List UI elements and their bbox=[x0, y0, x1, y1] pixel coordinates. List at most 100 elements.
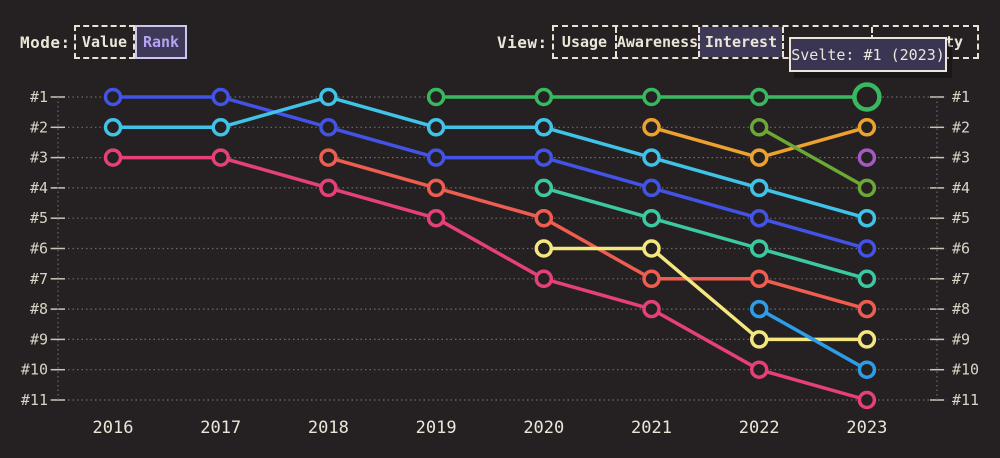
rank-label-left: #10 bbox=[21, 361, 48, 379]
year-label: 2020 bbox=[523, 418, 564, 438]
rank-label-right: #1 bbox=[952, 88, 970, 106]
rank-label-right: #8 bbox=[952, 300, 970, 318]
year-label: 2017 bbox=[200, 418, 241, 438]
data-point-cyan[interactable] bbox=[749, 178, 769, 198]
data-point-salmon[interactable] bbox=[642, 269, 661, 289]
series-line-royal-blue bbox=[111, 95, 869, 251]
data-point-svelte[interactable] bbox=[749, 87, 769, 107]
rank-label-right: #11 bbox=[952, 391, 979, 409]
rank-label-left: #9 bbox=[30, 330, 48, 348]
data-point-pink[interactable] bbox=[211, 148, 230, 167]
rank-label-right: #3 bbox=[952, 149, 970, 167]
data-point-royal-blue[interactable] bbox=[642, 178, 661, 198]
data-point-cyan[interactable] bbox=[211, 118, 230, 137]
rank-label-right: #7 bbox=[952, 270, 970, 288]
year-label: 2018 bbox=[308, 418, 349, 438]
data-point-yellow[interactable] bbox=[534, 239, 554, 258]
data-point-royal-blue[interactable] bbox=[857, 239, 877, 258]
tooltip: Svelte: #1 (2023) bbox=[789, 37, 947, 72]
data-point-orange[interactable] bbox=[857, 118, 877, 137]
year-label: 2016 bbox=[93, 418, 134, 438]
rank-label-left: #6 bbox=[30, 240, 48, 258]
data-point-pink[interactable] bbox=[534, 269, 554, 289]
rank-label-left: #11 bbox=[21, 391, 48, 409]
data-point-salmon[interactable] bbox=[749, 269, 769, 289]
rank-label-left: #2 bbox=[30, 118, 48, 136]
rank-label-left: #7 bbox=[30, 270, 48, 288]
year-label: 2019 bbox=[416, 418, 457, 438]
rank-label-right: #9 bbox=[952, 330, 970, 348]
data-point-teal[interactable] bbox=[749, 239, 769, 258]
data-point-olive-green[interactable] bbox=[749, 118, 769, 137]
data-point-orange[interactable] bbox=[642, 118, 661, 137]
rank-label-left: #1 bbox=[30, 88, 48, 106]
series-line-cyan bbox=[111, 95, 869, 220]
data-point-royal-blue[interactable] bbox=[319, 118, 338, 137]
series-line-sky-blue bbox=[757, 307, 869, 372]
data-point-royal-blue[interactable] bbox=[534, 148, 554, 167]
data-point-cyan[interactable] bbox=[103, 118, 123, 137]
rank-label-right: #4 bbox=[952, 179, 970, 197]
rank-label-left: #5 bbox=[30, 209, 48, 227]
data-point-pink[interactable] bbox=[857, 390, 877, 410]
data-point-pink[interactable] bbox=[642, 299, 661, 319]
year-label: 2023 bbox=[846, 418, 887, 438]
tooltip-text: Svelte: #1 (2023) bbox=[791, 45, 945, 64]
data-point-pink[interactable] bbox=[749, 360, 769, 379]
data-point-salmon[interactable] bbox=[857, 299, 877, 319]
rank-label-left: #4 bbox=[30, 179, 48, 197]
view-option-interest[interactable]: Interest bbox=[698, 27, 782, 57]
rank-label-right: #2 bbox=[952, 118, 970, 136]
series-line-olive-green bbox=[757, 125, 869, 190]
rank-label-right: #10 bbox=[952, 361, 979, 379]
data-point-yellow[interactable] bbox=[857, 330, 877, 349]
rank-label-left: #3 bbox=[30, 149, 48, 167]
data-point-pink[interactable] bbox=[426, 208, 446, 228]
data-point-pink[interactable] bbox=[103, 148, 123, 167]
mode-label: Mode: bbox=[20, 33, 71, 52]
data-point-cyan[interactable] bbox=[426, 118, 446, 137]
data-point-royal-blue[interactable] bbox=[103, 87, 123, 107]
data-point-cyan[interactable] bbox=[857, 208, 877, 228]
rank-label-right: #5 bbox=[952, 209, 970, 227]
data-point-olive-green[interactable] bbox=[857, 178, 877, 198]
data-point-sky-blue[interactable] bbox=[749, 299, 769, 319]
view-option-usage[interactable]: Usage bbox=[554, 27, 615, 57]
series-line-pink bbox=[111, 155, 869, 402]
series-line-teal bbox=[542, 186, 869, 281]
highlighted-data-point-svelte[interactable] bbox=[852, 82, 882, 112]
data-point-teal[interactable] bbox=[857, 269, 877, 289]
data-point-cyan[interactable] bbox=[319, 87, 338, 107]
mode-toggle: Value Rank bbox=[74, 25, 187, 59]
data-point-salmon[interactable] bbox=[426, 178, 446, 198]
data-point-purple[interactable] bbox=[857, 148, 877, 167]
data-point-teal[interactable] bbox=[534, 178, 554, 198]
data-point-cyan[interactable] bbox=[642, 148, 661, 167]
data-point-svelte[interactable] bbox=[642, 87, 661, 107]
data-point-orange[interactable] bbox=[749, 148, 769, 167]
series-line-salmon bbox=[326, 155, 869, 311]
data-point-sky-blue[interactable] bbox=[857, 360, 877, 379]
data-point-yellow[interactable] bbox=[749, 330, 769, 349]
data-point-royal-blue[interactable] bbox=[426, 148, 446, 167]
data-point-salmon[interactable] bbox=[319, 148, 338, 167]
rank-label-right: #6 bbox=[952, 240, 970, 258]
view-option-occluded[interactable] bbox=[782, 27, 871, 57]
data-point-svelte[interactable] bbox=[426, 87, 446, 107]
rank-label-left: #8 bbox=[30, 300, 48, 318]
year-label: 2021 bbox=[631, 418, 672, 438]
mode-option-value[interactable]: Value bbox=[74, 25, 135, 59]
view-option-awareness[interactable]: Awareness bbox=[615, 27, 698, 57]
year-label: 2022 bbox=[739, 418, 780, 438]
data-point-salmon[interactable] bbox=[534, 208, 554, 228]
view-label: View: bbox=[497, 33, 548, 52]
data-point-royal-blue[interactable] bbox=[211, 87, 230, 107]
mode-option-rank[interactable]: Rank bbox=[135, 25, 187, 59]
data-point-pink[interactable] bbox=[319, 178, 338, 198]
data-point-teal[interactable] bbox=[642, 208, 661, 228]
data-point-yellow[interactable] bbox=[642, 239, 661, 258]
data-point-royal-blue[interactable] bbox=[749, 208, 769, 228]
data-point-cyan[interactable] bbox=[534, 118, 554, 137]
data-point-svelte[interactable] bbox=[534, 87, 554, 107]
